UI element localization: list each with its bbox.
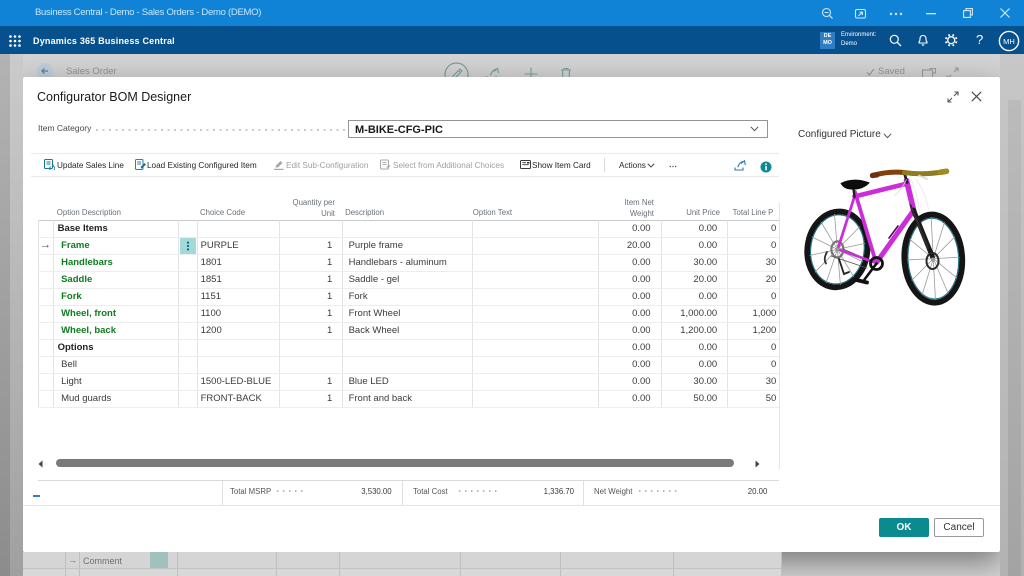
svg-text:MH: MH [1003, 37, 1015, 46]
